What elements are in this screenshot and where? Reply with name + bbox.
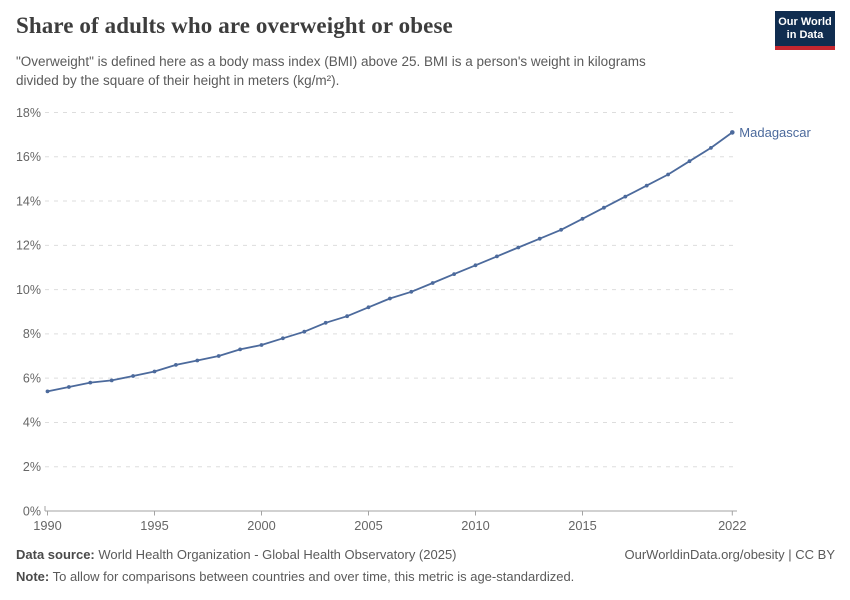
data-point[interactable]: [709, 146, 713, 150]
data-point[interactable]: [174, 363, 178, 367]
data-point[interactable]: [323, 320, 328, 325]
data-point[interactable]: [452, 272, 456, 276]
owid-logo[interactable]: Our World in Data: [775, 11, 835, 50]
y-axis-label: 18%: [16, 106, 41, 120]
chart-subtitle: "Overweight" is defined here as a body m…: [16, 54, 646, 88]
data-point[interactable]: [45, 389, 50, 394]
trend-line[interactable]: [46, 131, 734, 393]
data-point[interactable]: [88, 380, 93, 385]
data-point[interactable]: [559, 227, 563, 232]
credit-link[interactable]: OurWorldinData.org/obesity | CC BY: [624, 547, 836, 562]
data-point[interactable]: [238, 347, 243, 352]
data-point[interactable]: [430, 281, 435, 285]
data-point[interactable]: [195, 358, 200, 363]
data-point[interactable]: [109, 378, 114, 383]
line-chart: 0% 2% 4% 6% 8% 10% 12% 14% 16% 18% 1990 1995 2000 200…: [16, 106, 812, 533]
data-point[interactable]: [67, 385, 71, 389]
data-point[interactable]: [345, 314, 349, 319]
x-axis-label: 1990: [33, 518, 61, 533]
y-axis-label: 12%: [16, 239, 41, 253]
data-point[interactable]: [537, 236, 542, 241]
data-point[interactable]: [666, 172, 670, 177]
data-point[interactable]: [131, 374, 136, 378]
owid-logo-line1: Our World: [778, 16, 832, 28]
y-axis-label: 4%: [23, 416, 41, 430]
data-point[interactable]: [259, 343, 264, 347]
x-axis-label: 2010: [461, 518, 489, 533]
data-point[interactable]: [623, 194, 628, 199]
data-point[interactable]: [473, 263, 478, 268]
y-axis-label: 16%: [16, 150, 41, 164]
data-point[interactable]: [687, 159, 692, 164]
entity-label[interactable]: Madagascar: [739, 125, 811, 140]
data-point[interactable]: [409, 289, 414, 294]
x-axis-label: 2005: [354, 518, 382, 533]
y-axis-label: 10%: [16, 283, 41, 297]
data-point[interactable]: [580, 216, 585, 221]
data-source-text: World Health Organization - Global Healt…: [94, 547, 457, 562]
data-point[interactable]: [495, 254, 499, 259]
data-source-line: Data source: World Health Organization -…: [16, 547, 457, 562]
chart-footer: Data source: World Health Organization -…: [16, 547, 835, 584]
data-point[interactable]: [281, 336, 285, 341]
y-axis-label: 8%: [23, 327, 41, 341]
page-title: Share of adults who are overweight or ob…: [16, 13, 453, 38]
data-point[interactable]: [644, 183, 649, 188]
data-source-label: Data source:: [16, 547, 95, 562]
data-point[interactable]: [516, 245, 521, 250]
y-axis-label: 2%: [23, 460, 41, 474]
data-point[interactable]: [730, 130, 735, 135]
x-axis-label: 2022: [718, 518, 746, 533]
owid-logo-line2: in Data: [786, 29, 824, 41]
x-axis-label: 2015: [568, 518, 596, 533]
data-point[interactable]: [388, 296, 392, 301]
x-axis-label: 2000: [247, 518, 275, 533]
note-line: Note: To allow for comparisons between c…: [16, 569, 574, 584]
data-point[interactable]: [602, 205, 606, 210]
data-point[interactable]: [216, 354, 221, 358]
note-label: Note:: [16, 569, 50, 584]
data-point[interactable]: [302, 329, 307, 334]
y-axis-label: 0%: [23, 504, 41, 518]
data-point[interactable]: [366, 305, 371, 310]
x-axis-label: 1995: [140, 518, 168, 533]
y-axis-label: 6%: [23, 371, 41, 385]
note-text: To allow for comparisons between countri…: [49, 569, 575, 584]
data-point[interactable]: [152, 369, 157, 374]
y-axis-label: 14%: [16, 194, 41, 208]
